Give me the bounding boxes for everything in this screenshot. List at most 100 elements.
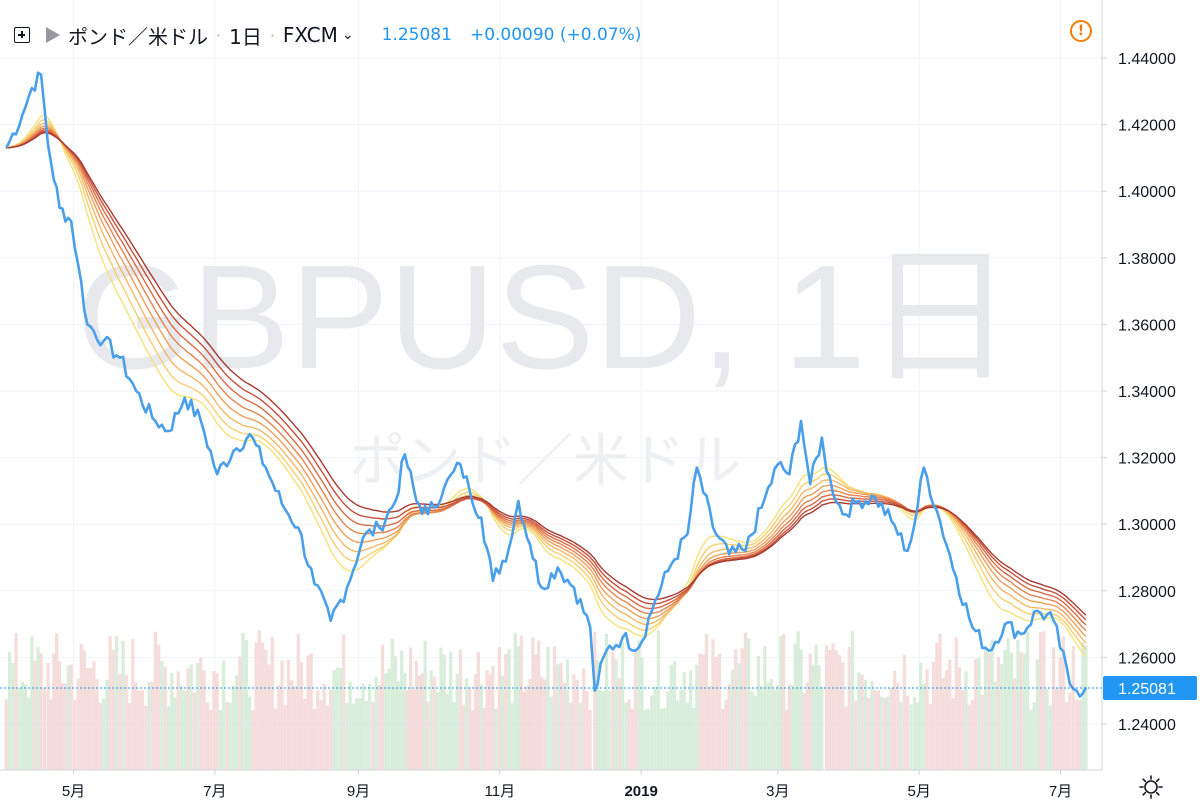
volume-bar xyxy=(867,698,871,770)
volume-bar xyxy=(452,701,456,770)
settings-gear-icon[interactable] xyxy=(1138,774,1164,800)
volume-bar xyxy=(928,703,932,770)
volume-bar xyxy=(426,701,430,770)
volume-bar xyxy=(831,643,835,770)
volume-bar xyxy=(36,646,40,770)
volume-bar xyxy=(7,652,12,770)
chart-header: ポンド／米ドル · 1日 · FXCM ⌄ 1.25081 +0.00090 (… xyxy=(14,20,641,50)
volume-bar xyxy=(847,647,851,770)
chevron-down-icon[interactable]: ⌄ xyxy=(341,27,354,43)
y-tick-label: 1.40000 xyxy=(1118,184,1176,201)
volume-bar xyxy=(283,704,287,770)
volume-bar xyxy=(776,685,780,770)
volume-bar xyxy=(257,630,261,770)
volume-bar xyxy=(996,657,1001,770)
volume-bar xyxy=(144,705,148,770)
volume-bar xyxy=(967,704,971,770)
volume-bar xyxy=(808,653,812,770)
volume-bar xyxy=(1071,646,1075,770)
volume-bar xyxy=(280,660,284,770)
symbol-name[interactable]: ポンド／米ドル xyxy=(68,24,208,49)
volume-bar xyxy=(562,682,566,770)
volume-bar xyxy=(1006,637,1010,770)
volume-bar xyxy=(111,649,115,770)
volume-bar xyxy=(160,660,164,770)
volume-bar xyxy=(525,685,529,770)
volume-bar xyxy=(599,690,603,770)
volume-bar xyxy=(593,631,597,770)
time-axis[interactable]: 5月 7月 9月 11月 2019 3月 5月 7月 xyxy=(62,770,1072,800)
volume-bar xyxy=(286,659,291,770)
volume-bar xyxy=(403,672,407,770)
volume-bar xyxy=(491,666,495,770)
x-tick-label: 5月 xyxy=(908,783,931,800)
volume-bar xyxy=(17,687,21,770)
volume-bar xyxy=(724,699,728,770)
volume-bar xyxy=(802,693,806,770)
x-tick-label: 7月 xyxy=(203,783,226,800)
volume-bar xyxy=(1009,652,1013,770)
volume-bar xyxy=(299,662,304,770)
volume-bar xyxy=(876,690,881,770)
volume-bar xyxy=(186,668,190,770)
volume-bar xyxy=(539,676,544,770)
volume-bar xyxy=(663,708,667,770)
interval-label[interactable]: 1日 xyxy=(229,24,262,49)
volume-bar xyxy=(948,659,952,770)
warning-circle-icon[interactable]: ! xyxy=(1070,20,1092,42)
volume-bar xyxy=(153,631,158,770)
volume-bar xyxy=(747,638,751,770)
volume-bar xyxy=(4,699,8,770)
volume-bar xyxy=(345,702,349,770)
volume-bar xyxy=(76,678,80,770)
volume-bar xyxy=(743,632,748,770)
ema-line-20 xyxy=(6,114,1087,657)
flag-icon[interactable] xyxy=(46,27,60,43)
volume-bar xyxy=(1075,699,1079,770)
volume-bar xyxy=(850,630,855,770)
volume-bar xyxy=(974,659,978,770)
volume-bar xyxy=(166,705,171,770)
volume-bar xyxy=(238,656,242,770)
volume-bar xyxy=(342,634,346,770)
volume-bar xyxy=(727,683,731,770)
volume-bar xyxy=(537,640,541,770)
volume-bar xyxy=(296,634,300,770)
y-tick-label: 1.30000 xyxy=(1118,517,1176,534)
expand-icon[interactable] xyxy=(14,27,30,43)
x-tick-label: 5月 xyxy=(62,783,85,800)
volume-bar xyxy=(24,684,28,770)
volume-bar xyxy=(854,700,858,770)
volume-bar xyxy=(646,708,651,770)
price-line[interactable] xyxy=(5,71,1088,698)
volume-bar xyxy=(60,683,65,770)
volume-bar xyxy=(173,697,177,770)
volume-bar xyxy=(225,702,229,770)
volume-bar xyxy=(449,651,453,770)
volume-bar xyxy=(983,646,988,770)
last-price-tag-label: 1.25081 xyxy=(1118,681,1176,698)
volume-bar xyxy=(277,685,281,770)
volume-bar xyxy=(73,700,77,770)
volume-bar xyxy=(990,640,994,770)
volume-bar xyxy=(473,673,478,770)
volume-bar xyxy=(406,689,410,770)
ema-line-55 xyxy=(6,131,1087,616)
volume-bar xyxy=(241,633,245,770)
volume-bar xyxy=(124,674,128,770)
volume-bar xyxy=(1045,688,1049,770)
volume-bar xyxy=(799,649,803,770)
volume-bar xyxy=(964,671,968,770)
volume-bar xyxy=(575,679,579,770)
volume-bar xyxy=(89,667,93,770)
volume-bar xyxy=(264,649,268,770)
price-axis[interactable]: 1.44000 1.42000 1.40000 1.38000 1.36000 1.340… xyxy=(1102,51,1176,734)
volume-bar xyxy=(82,650,86,770)
exchange-label[interactable]: FXCM xyxy=(282,23,338,47)
volume-bar xyxy=(20,681,25,770)
volume-bar xyxy=(601,690,606,770)
volume-bar xyxy=(543,679,547,770)
volume-bar xyxy=(183,690,187,770)
volume-bar xyxy=(588,709,592,770)
